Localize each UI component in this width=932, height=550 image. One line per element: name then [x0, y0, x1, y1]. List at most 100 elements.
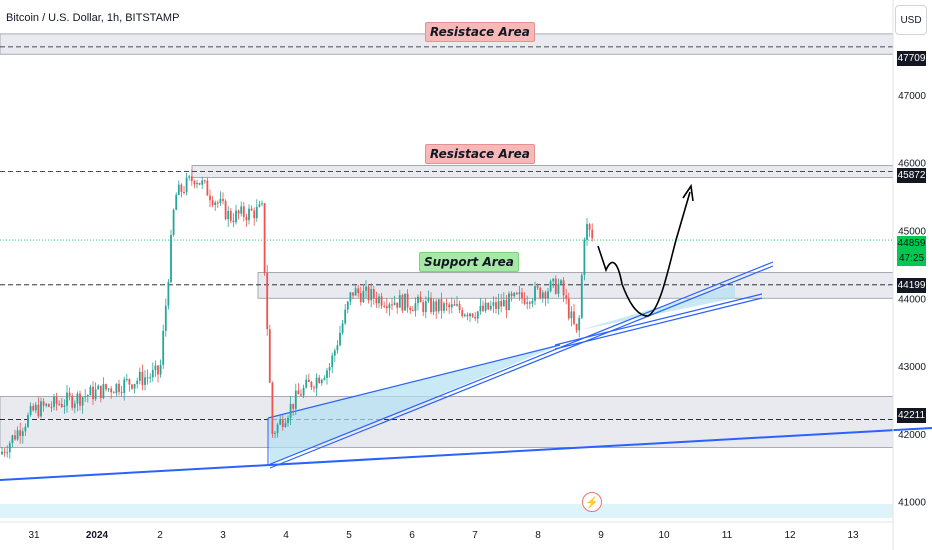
candle-body: [406, 293, 409, 308]
candle-body: [159, 364, 162, 375]
candle: [547, 288, 549, 304]
candle-body: [154, 365, 157, 370]
candle-body: [73, 403, 76, 408]
candle-body: [162, 330, 165, 365]
candle-body: [326, 370, 328, 378]
candle: [531, 298, 534, 308]
price-label-partial: 44000: [898, 294, 926, 305]
candle: [357, 284, 360, 298]
candle: [323, 375, 326, 381]
time-label: 6: [409, 530, 415, 541]
candle: [443, 301, 445, 314]
time-label: 12: [784, 530, 796, 541]
currency-button[interactable]: USD: [895, 5, 927, 35]
candle: [331, 352, 334, 374]
candle-body: [138, 371, 141, 381]
candle: [162, 324, 165, 369]
ascending-trendline-upper: [267, 261, 774, 466]
candle: [320, 378, 323, 386]
candle: [34, 401, 37, 414]
candle: [575, 323, 578, 334]
candle-body: [92, 386, 94, 400]
candle: [557, 278, 560, 298]
trendline-layer: [0, 261, 932, 481]
candle: [411, 306, 414, 312]
candle-body: [193, 180, 196, 185]
candle-body: [141, 371, 144, 385]
candle: [227, 206, 230, 227]
candle: [118, 379, 120, 396]
candle-body: [110, 388, 113, 393]
flash-icon[interactable]: ⚡: [582, 492, 602, 512]
candle-body: [419, 296, 422, 303]
candle: [341, 320, 344, 335]
candle-body: [214, 202, 217, 206]
candle-body: [466, 314, 469, 317]
candle: [393, 295, 396, 306]
candle-body: [583, 239, 586, 276]
annotation-resistance-top: Resistace Area: [425, 22, 535, 42]
candle: [294, 383, 297, 416]
candle: [424, 296, 427, 319]
candle: [539, 286, 542, 300]
candle-body: [107, 388, 110, 390]
candle: [302, 384, 305, 399]
candle-body: [591, 229, 594, 239]
candle: [391, 298, 393, 311]
candle: [588, 223, 591, 237]
candle: [500, 293, 503, 313]
candle-body: [541, 292, 544, 299]
candle-body: [565, 295, 568, 299]
candle-body: [120, 392, 123, 394]
candle-body: [128, 379, 131, 385]
candle: [172, 208, 175, 237]
candle: [102, 377, 105, 400]
candle: [510, 291, 513, 302]
candle-body: [461, 310, 464, 317]
candle: [107, 388, 110, 393]
candle-body: [352, 292, 354, 296]
candle: [502, 292, 505, 307]
candle: [375, 291, 378, 308]
candle: [60, 397, 63, 409]
candle: [388, 302, 391, 316]
candle: [406, 289, 409, 313]
candle: [3, 448, 6, 457]
candle-body: [172, 209, 175, 235]
candle-body: [86, 395, 89, 397]
candle: [92, 381, 94, 405]
candle: [125, 373, 128, 382]
chart-title: Bitcoin / U.S. Dollar, 1h, BITSTAMP: [6, 12, 180, 24]
candle-body: [209, 195, 211, 201]
candle: [133, 383, 136, 394]
candle-body: [235, 210, 237, 223]
candle-body: [14, 435, 16, 440]
candle-body: [482, 305, 484, 311]
candle: [183, 186, 185, 195]
candle-body: [448, 304, 451, 308]
candle: [515, 291, 518, 296]
candle-body: [79, 393, 81, 406]
candle: [484, 298, 487, 313]
candle-body: [307, 379, 310, 383]
candle-body: [469, 313, 471, 317]
candle-body: [42, 401, 45, 406]
candle: [27, 412, 29, 429]
candle: [479, 297, 482, 315]
candle-body: [144, 377, 146, 385]
candle-body: [362, 290, 365, 303]
candle: [404, 293, 406, 311]
candle: [271, 381, 274, 438]
candle: [554, 275, 557, 295]
time-label: 5: [346, 530, 352, 541]
candle-body: [513, 292, 516, 297]
candle-body: [554, 278, 557, 294]
candle: [232, 213, 235, 228]
candle-body: [157, 365, 159, 375]
projection-arrowhead: [682, 183, 694, 202]
projection-layer: [597, 183, 694, 317]
candle-body: [105, 384, 107, 390]
candle-body: [471, 313, 474, 317]
candle: [138, 367, 141, 385]
